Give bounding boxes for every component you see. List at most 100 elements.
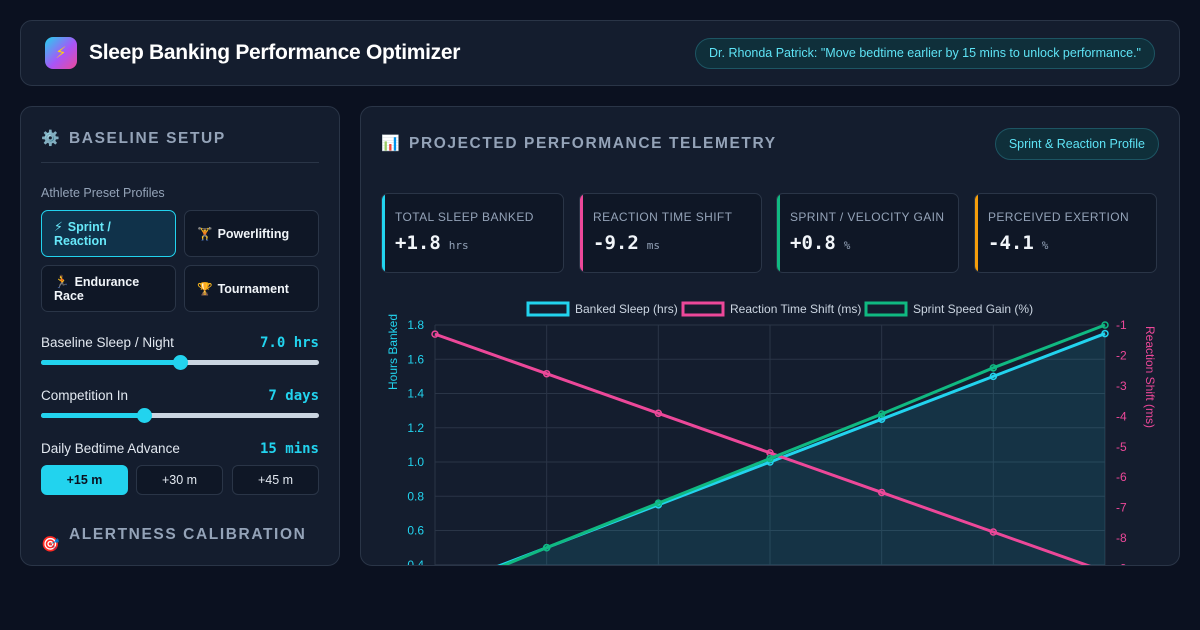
slider-thumb[interactable] xyxy=(173,355,188,370)
y2-axis-tick-label: -8 xyxy=(1116,531,1127,545)
metric-card-sprint-gain: SPRINT / VELOCITY GAIN +0.8% xyxy=(776,193,959,273)
y2-axis-tick-label: -1 xyxy=(1116,318,1127,332)
preset-endurance-race[interactable]: 🏃 Endurance Race xyxy=(41,265,176,312)
telemetry-panel: 📊 PROJECTED PERFORMANCE TELEMETRY Sprint … xyxy=(360,106,1180,566)
lightning-icon: ⚡ xyxy=(54,219,63,234)
data-point xyxy=(542,543,551,552)
preset-label: Powerlifting xyxy=(217,226,290,241)
baseline-sleep-slider[interactable] xyxy=(41,355,319,370)
data-point xyxy=(654,409,663,418)
slider-fill xyxy=(41,360,180,365)
presets-label: Athlete Preset Profiles xyxy=(41,186,165,200)
expert-quote-badge: Dr. Rhonda Patrick: "Move bedtime earlie… xyxy=(695,38,1155,69)
preset-sprint-reaction[interactable]: ⚡ Sprint / Reaction xyxy=(41,210,176,257)
metric-card-perceived-exertion: PERCEIVED EXERTION -4.1% xyxy=(974,193,1157,273)
y2-axis-tick-label: -9 xyxy=(1116,562,1127,566)
profile-badge[interactable]: Sprint & Reaction Profile xyxy=(994,128,1159,160)
preset-powerlifting[interactable]: 🏋 Powerlifting xyxy=(184,210,319,257)
advance-15m-button[interactable]: +15 m xyxy=(41,465,128,495)
y-axis-tick-label: 0.6 xyxy=(407,524,424,538)
metric-number: +0.8 xyxy=(790,232,836,254)
preset-label: Tournament xyxy=(217,281,289,296)
metric-label: REACTION TIME SHIFT xyxy=(593,210,733,224)
y2-axis-tick-label: -3 xyxy=(1116,379,1127,393)
legend-swatch xyxy=(681,301,725,317)
metric-unit: ms xyxy=(646,239,661,252)
baseline-sleep-value: 7.0 hrs xyxy=(259,335,319,351)
metric-card-reaction-shift: REACTION TIME SHIFT -9.2 ms xyxy=(579,193,762,273)
app-title: Sleep Banking Performance Optimizer xyxy=(89,41,461,64)
bar-chart-icon: 📊 xyxy=(381,135,400,152)
data-point xyxy=(877,415,886,423)
metric-accent-bar xyxy=(777,194,780,272)
metric-unit: % xyxy=(1041,239,1049,252)
alertness-calibration-title: 🎯 ALERTNESS CALIBRATION xyxy=(41,525,307,553)
divider xyxy=(41,162,319,163)
metric-value: -9.2 ms xyxy=(593,232,660,254)
legend-label: Banked Sleep (hrs) xyxy=(575,302,678,316)
metric-accent-bar xyxy=(382,194,385,272)
data-point xyxy=(1101,329,1109,338)
metric-accent-bar xyxy=(580,194,583,272)
advance-45m-button[interactable]: +45 m xyxy=(232,465,319,495)
competition-slider[interactable] xyxy=(41,408,319,423)
slider-thumb[interactable] xyxy=(136,408,152,423)
lightning-bolt-icon: ⚡ xyxy=(45,37,77,69)
metric-card-sleep-banked: TOTAL SLEEP BANKED +1.8 hrs xyxy=(381,193,564,273)
metric-unit: % xyxy=(843,239,851,252)
metric-accent-bar xyxy=(975,194,978,272)
data-point xyxy=(989,528,998,536)
alertness-title-text: ALERTNESS CALIBRATION xyxy=(69,526,307,543)
baseline-setup-title: ⚙️ BASELINE SETUP xyxy=(41,129,226,148)
data-point xyxy=(877,410,886,418)
metric-label: TOTAL SLEEP BANKED xyxy=(395,210,534,224)
data-point xyxy=(766,454,774,463)
data-point xyxy=(431,330,439,338)
slider-fill xyxy=(41,413,144,418)
runner-icon: 🏃 xyxy=(54,274,70,289)
metric-number: -9.2 xyxy=(593,232,639,254)
target-icon: 🎯 xyxy=(41,536,60,553)
legend-label: Reaction Time Shift (ms) xyxy=(730,302,861,316)
y2-axis-tick-label: -6 xyxy=(1116,470,1127,484)
legend-swatch xyxy=(864,301,908,317)
telemetry-title: 📊 PROJECTED PERFORMANCE TELEMETRY xyxy=(381,134,777,153)
competition-value: 7 days xyxy=(268,388,319,404)
y-axis-tick-label: 1.0 xyxy=(407,455,424,469)
preset-tournament[interactable]: 🏆 Tournament xyxy=(184,265,319,312)
series-line xyxy=(500,323,1106,565)
preset-label: Endurance Race xyxy=(54,274,140,303)
legend-label: Sprint Speed Gain (%) xyxy=(913,302,1033,316)
telemetry-title-text: PROJECTED PERFORMANCE TELEMETRY xyxy=(409,135,777,152)
y2-axis-tick-label: -4 xyxy=(1116,409,1127,423)
app-header: ⚡ Sleep Banking Performance Optimizer Dr… xyxy=(20,20,1180,86)
baseline-sleep-label: Baseline Sleep / Night xyxy=(41,335,174,350)
advance-30m-button[interactable]: +30 m xyxy=(136,465,223,495)
y-axis-tick-label: 1.4 xyxy=(407,387,424,401)
y-axis-tick-label: 1.2 xyxy=(407,421,424,435)
y-axis-title: Hours Banked xyxy=(386,314,400,390)
y2-axis-tick-label: -5 xyxy=(1116,440,1127,454)
metric-value: -4.1% xyxy=(988,232,1048,254)
data-point xyxy=(654,499,663,507)
y2-axis-title: Reaction Shift (ms) xyxy=(1143,326,1157,428)
metric-number: +1.8 xyxy=(395,232,441,254)
baseline-setup-title-text: BASELINE SETUP xyxy=(69,130,226,147)
y-axis-tick-label: 0.4 xyxy=(407,558,424,566)
data-point xyxy=(989,364,998,372)
y-axis-tick-label: 0.8 xyxy=(407,489,424,503)
metric-number: -4.1 xyxy=(988,232,1034,254)
competition-label: Competition In xyxy=(41,388,129,403)
baseline-setup-panel: ⚙️ BASELINE SETUP Athlete Preset Profiles… xyxy=(20,106,340,566)
metric-value: +0.8% xyxy=(790,232,850,254)
legend-swatch xyxy=(526,301,570,317)
y2-axis-tick-label: -2 xyxy=(1116,348,1127,362)
y-axis-tick-label: 1.6 xyxy=(407,352,424,366)
weightlifter-icon: 🏋 xyxy=(197,226,213,241)
bedtime-advance-value: 15 mins xyxy=(259,441,319,457)
data-point xyxy=(989,372,998,381)
data-point xyxy=(877,488,886,497)
series-line xyxy=(434,332,1091,565)
metric-label: SPRINT / VELOCITY GAIN xyxy=(790,210,945,224)
metric-unit: hrs xyxy=(448,239,469,252)
